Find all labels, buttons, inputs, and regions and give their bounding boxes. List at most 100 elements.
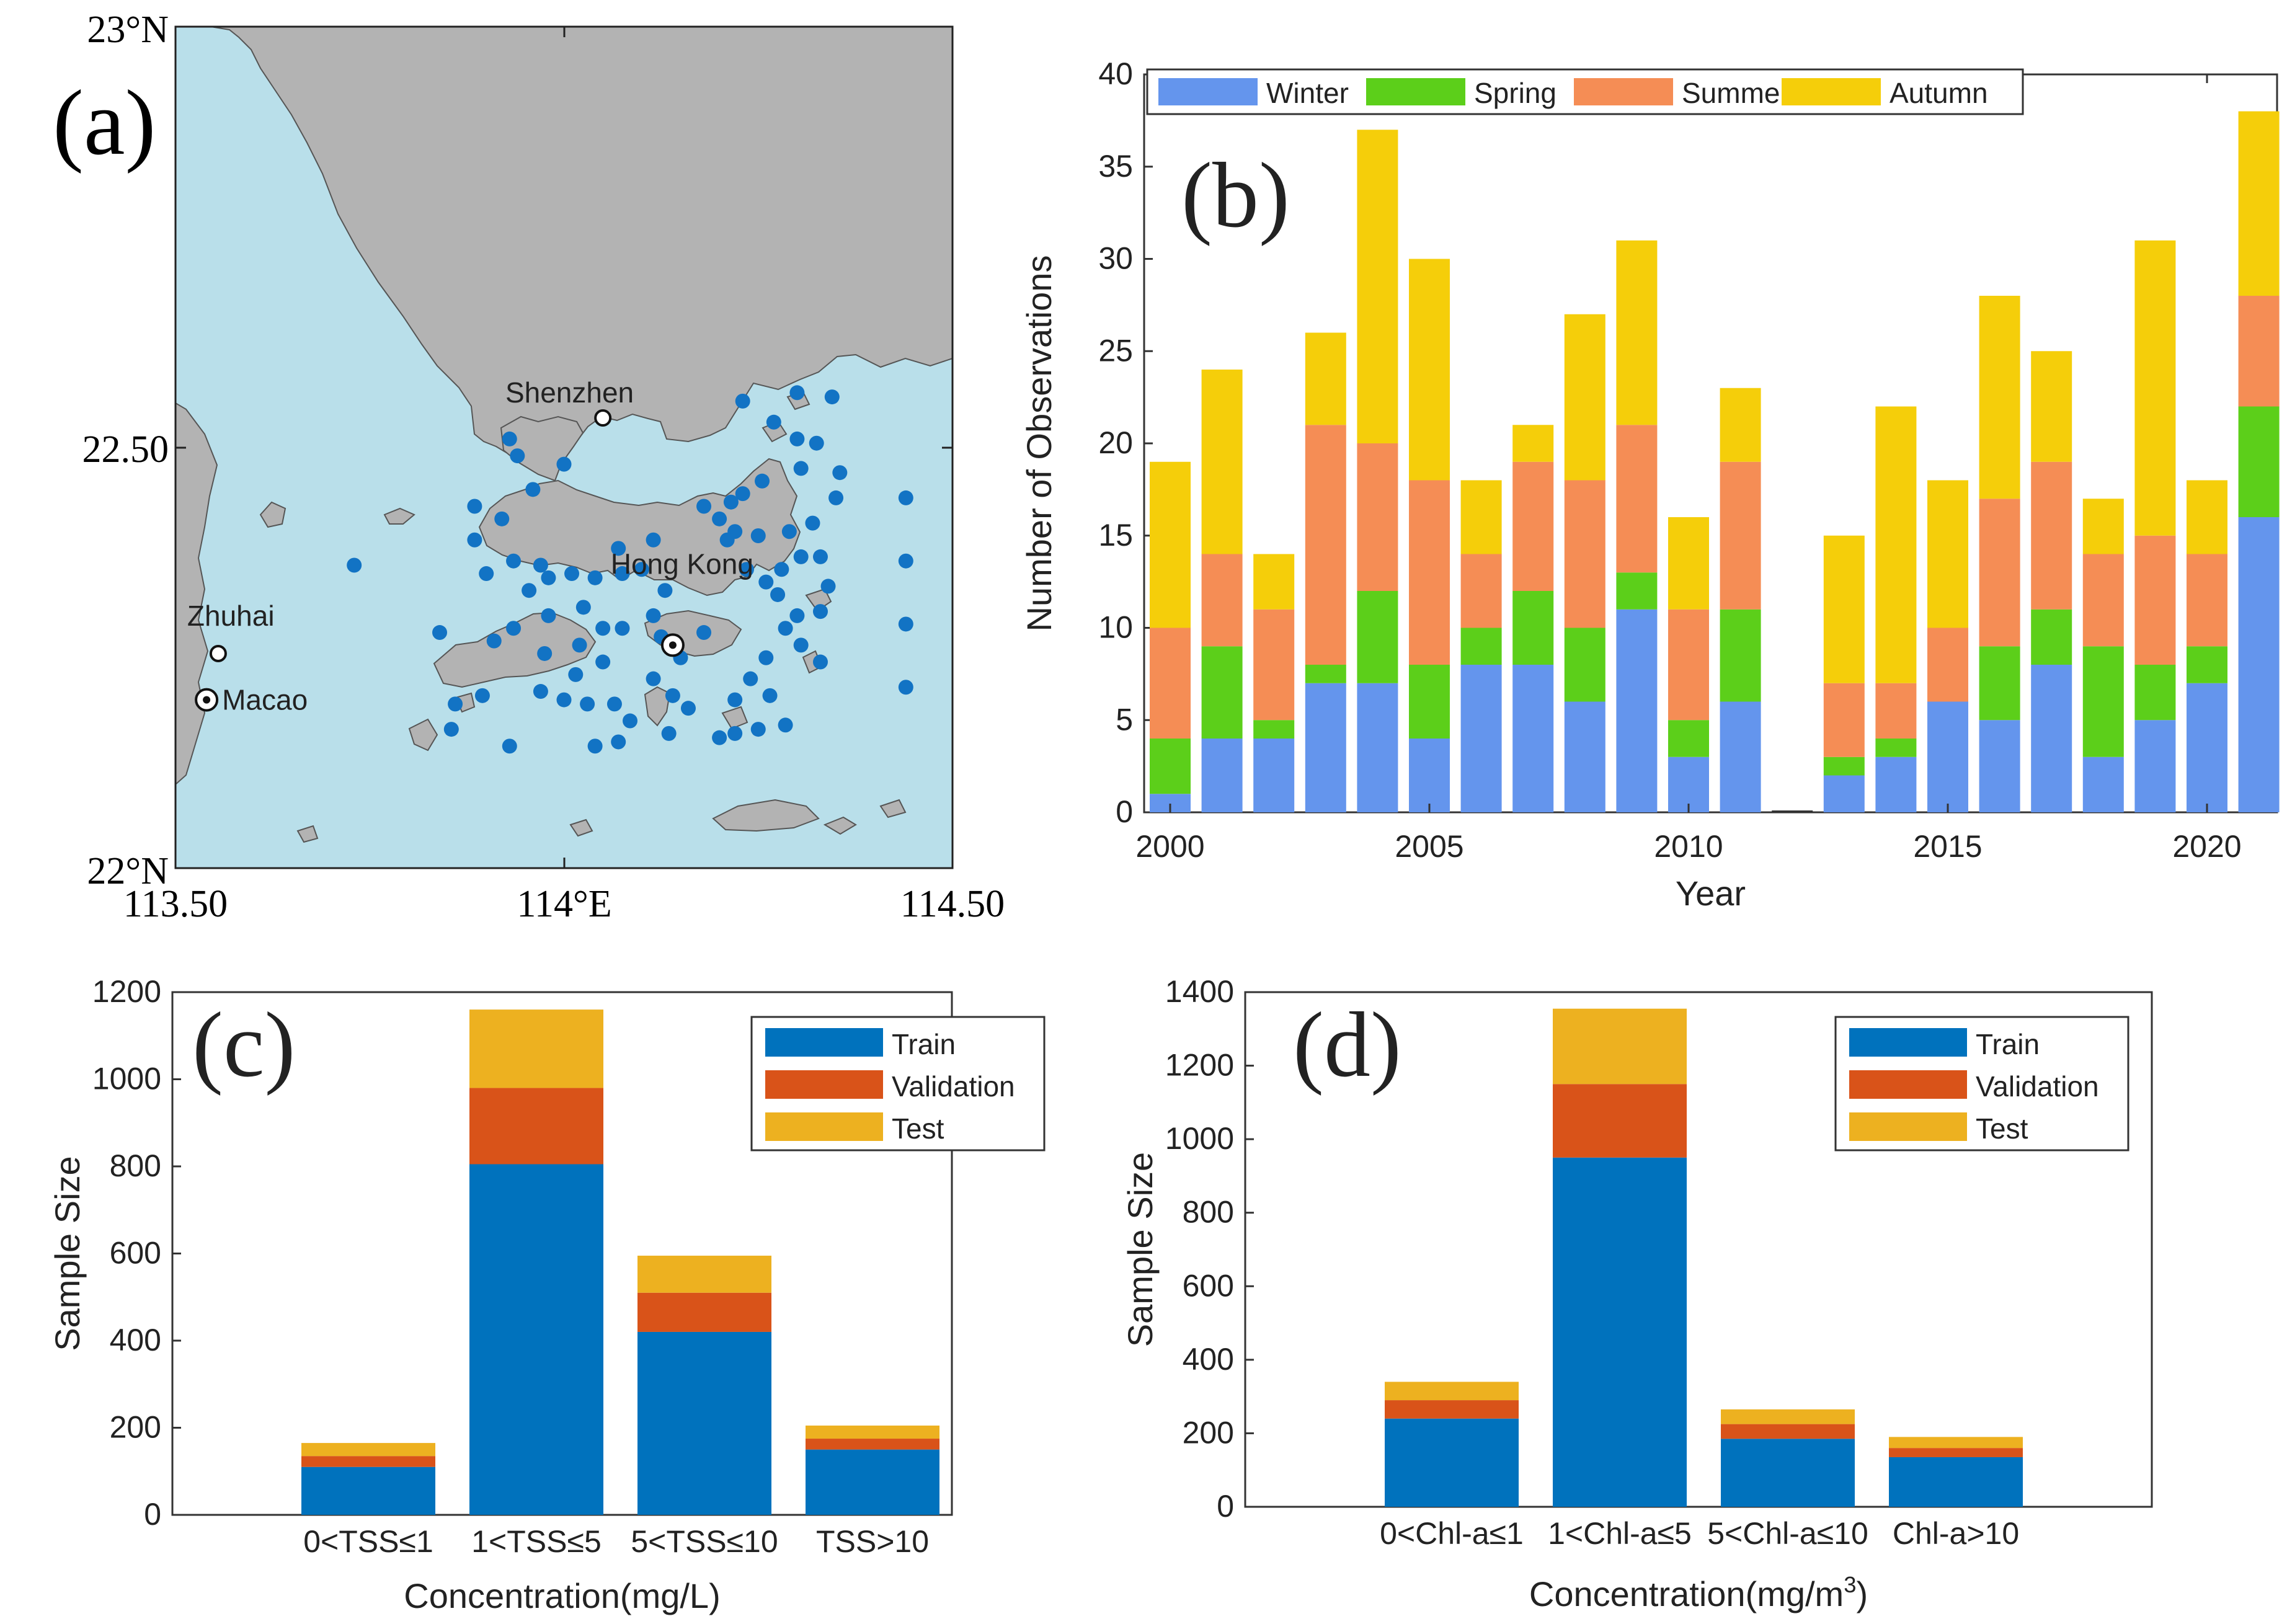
station-point bbox=[778, 621, 793, 636]
y-tick-label: 5 bbox=[1116, 702, 1133, 737]
panel-label: (c) bbox=[192, 993, 295, 1096]
y-tick-label: 800 bbox=[1183, 1195, 1234, 1230]
bar-autumn bbox=[1927, 480, 1968, 628]
bar-autumn bbox=[1305, 332, 1346, 425]
station-point bbox=[774, 562, 789, 577]
station-point bbox=[781, 524, 797, 539]
legend-swatch bbox=[1158, 78, 1258, 105]
station-point bbox=[809, 435, 824, 451]
bar-summer bbox=[1616, 425, 1658, 573]
station-point bbox=[580, 696, 595, 712]
y-axis-label: Sample Size bbox=[1121, 1152, 1160, 1347]
y-tick-label: 30 bbox=[1098, 241, 1133, 276]
station-point bbox=[812, 549, 828, 564]
bar-test bbox=[301, 1443, 435, 1457]
bar-train bbox=[469, 1164, 603, 1515]
lat-tick-label: 22.50 bbox=[82, 428, 169, 471]
station-point bbox=[347, 557, 362, 573]
bar-validation bbox=[1553, 1084, 1687, 1158]
bar-winter bbox=[1201, 739, 1243, 812]
bar-summer bbox=[1357, 443, 1398, 591]
bar-winter bbox=[1875, 757, 1917, 812]
station-point bbox=[758, 650, 774, 665]
y-tick-label: 40 bbox=[1098, 56, 1133, 91]
station-point bbox=[575, 600, 591, 615]
station-point bbox=[443, 722, 459, 737]
x-tick-label: 2005 bbox=[1395, 829, 1463, 864]
lon-tick-label: 114°E bbox=[517, 883, 611, 925]
y-tick-label: 800 bbox=[110, 1148, 161, 1183]
bar-spring bbox=[2082, 646, 2124, 757]
station-point bbox=[696, 499, 712, 514]
bar-summer bbox=[2082, 554, 2124, 647]
island-6 bbox=[805, 588, 832, 612]
station-point bbox=[735, 393, 750, 409]
bar-summer bbox=[1253, 609, 1295, 721]
station-point bbox=[750, 722, 766, 737]
y-tick-label: 0 bbox=[1217, 1489, 1234, 1524]
bar-summer bbox=[1305, 425, 1346, 665]
legend-label: Spring bbox=[1474, 77, 1556, 109]
legend-swatch bbox=[1574, 78, 1673, 105]
legend-swatch bbox=[1366, 78, 1465, 105]
y-tick-label: 1200 bbox=[1165, 1048, 1234, 1083]
y-tick-label: 600 bbox=[110, 1236, 161, 1271]
bar-spring bbox=[1616, 572, 1658, 610]
west-coast bbox=[175, 402, 218, 786]
bar-autumn bbox=[2031, 351, 2072, 462]
bar-validation bbox=[637, 1292, 771, 1332]
city-marker bbox=[594, 409, 612, 427]
bar-train bbox=[301, 1466, 435, 1515]
x-tick-label: 2015 bbox=[1913, 829, 1982, 864]
legend-swatch bbox=[765, 1028, 883, 1057]
bar-winter bbox=[1927, 701, 1968, 812]
bar-spring bbox=[1357, 591, 1398, 683]
y-tick-label: 200 bbox=[110, 1410, 161, 1445]
station-point bbox=[770, 587, 786, 602]
station-point bbox=[646, 671, 661, 686]
station-point bbox=[789, 608, 805, 623]
bar-validation bbox=[469, 1088, 603, 1165]
bar-winter bbox=[1668, 757, 1709, 812]
station-point bbox=[735, 486, 750, 502]
bar-summer bbox=[1979, 499, 2020, 647]
station-point bbox=[727, 692, 743, 708]
station-point bbox=[564, 566, 580, 582]
bar-summer bbox=[2187, 554, 2227, 647]
station-point bbox=[696, 625, 712, 641]
legend-label: Train bbox=[892, 1028, 956, 1060]
station-point bbox=[898, 490, 913, 505]
x-tick-label: 0<TSS≤1 bbox=[303, 1524, 433, 1559]
legend-label: Test bbox=[892, 1112, 944, 1145]
y-tick-label: 1200 bbox=[92, 974, 161, 1009]
bar-summer bbox=[1875, 683, 1917, 739]
lon-tick-label: 113.50 bbox=[123, 883, 228, 925]
bar-summer bbox=[1927, 628, 1968, 702]
bar-winter bbox=[1564, 701, 1605, 812]
x-axis-label-end: ) bbox=[1856, 1574, 1868, 1613]
station-point bbox=[665, 688, 680, 703]
island-12 bbox=[879, 799, 907, 819]
station-point bbox=[743, 671, 758, 686]
legend-swatch bbox=[765, 1070, 883, 1099]
station-point bbox=[502, 739, 517, 754]
station-point bbox=[479, 566, 494, 582]
bar-validation bbox=[1385, 1400, 1519, 1419]
bar-train bbox=[1385, 1418, 1519, 1507]
station-point bbox=[793, 461, 809, 476]
bar-winter bbox=[2031, 665, 2072, 812]
bar-spring bbox=[1564, 628, 1605, 702]
island-5 bbox=[721, 706, 748, 730]
x-tick-label: 1<TSS≤5 bbox=[471, 1524, 602, 1559]
station-point bbox=[623, 713, 638, 729]
bar-autumn bbox=[1201, 370, 1243, 554]
bar-spring bbox=[1253, 720, 1295, 739]
lat-tick-label: 23°N bbox=[87, 9, 169, 51]
station-point bbox=[506, 553, 522, 569]
bar-spring bbox=[1720, 609, 1761, 702]
bar-summer bbox=[1150, 628, 1191, 739]
station-point bbox=[506, 621, 522, 636]
map-ticks bbox=[174, 25, 954, 869]
station-point bbox=[820, 579, 836, 594]
city-marker-dot bbox=[668, 641, 677, 649]
